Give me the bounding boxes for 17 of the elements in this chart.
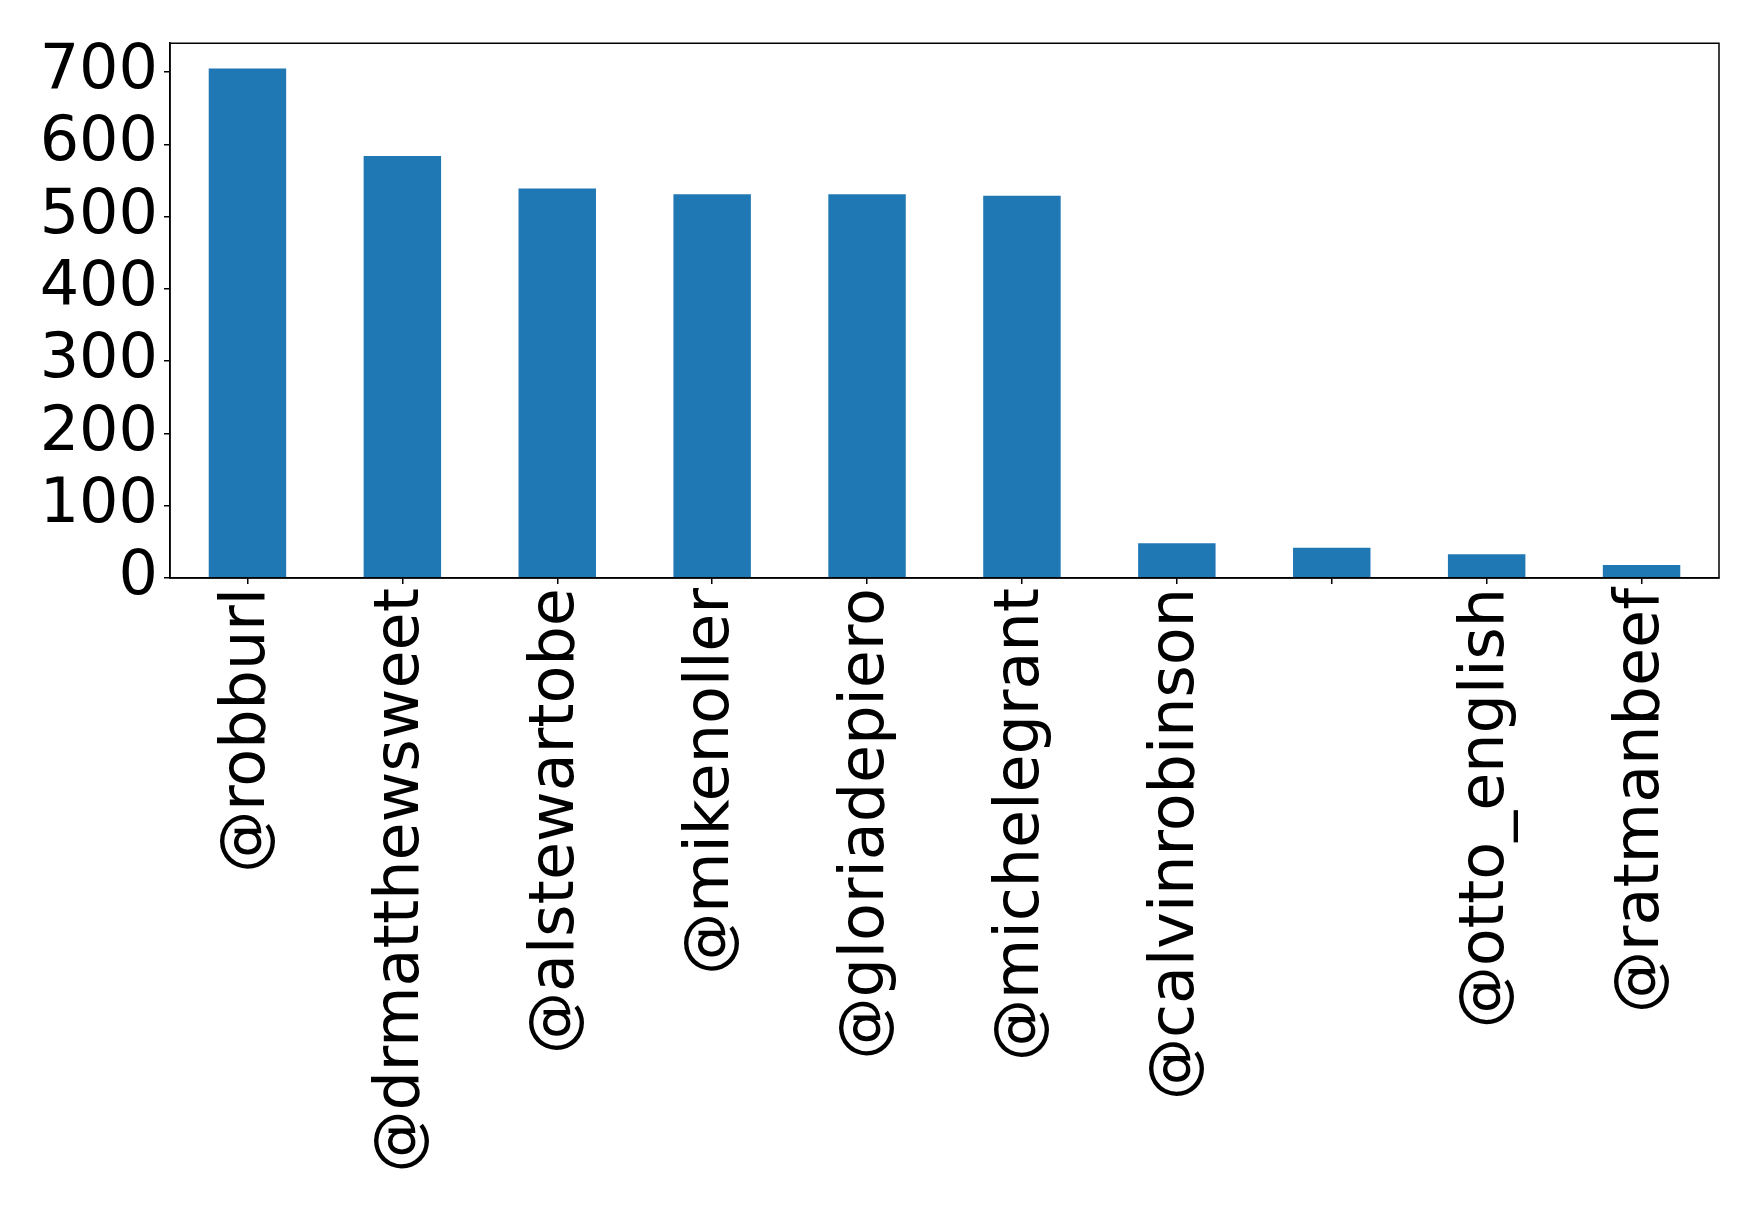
x-tick-label: @gloriadepiero xyxy=(825,588,899,1060)
x-tick-label: @mikenoller xyxy=(670,587,744,975)
y-tick-label: 200 xyxy=(39,391,158,465)
y-tick-label: 600 xyxy=(39,102,158,176)
x-tick-label: @alstewartobe xyxy=(515,588,589,1054)
x-tick-label: @calvinrobinson xyxy=(1134,588,1208,1100)
y-tick-label: 700 xyxy=(39,30,158,104)
x-tick-label: @otto_english xyxy=(1444,588,1518,1029)
x-tick-label: @drmatthewsweet xyxy=(360,588,434,1173)
y-tick-label: 400 xyxy=(39,247,158,321)
y-tick-label: 300 xyxy=(39,319,158,393)
y-tick-label: 0 xyxy=(118,536,158,610)
x-tick-label: @robburl xyxy=(205,588,279,873)
x-tick-label: @ratmanbeef xyxy=(1599,585,1673,1013)
x-tick-label: @michelegrant xyxy=(980,588,1054,1061)
y-tick-label: 100 xyxy=(39,463,158,537)
y-tick-label: 500 xyxy=(39,174,158,248)
